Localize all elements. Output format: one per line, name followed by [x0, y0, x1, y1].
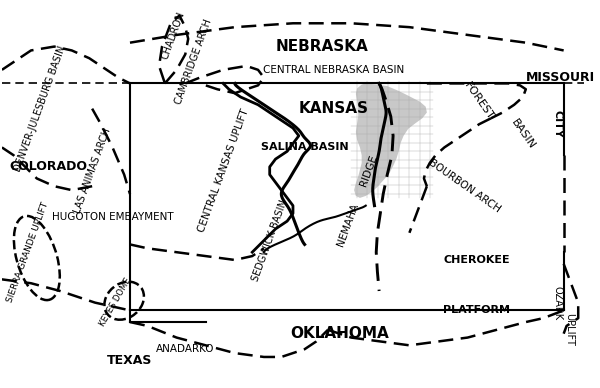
Text: KANSAS: KANSAS: [299, 101, 369, 116]
Text: OZARK: OZARK: [553, 286, 563, 320]
Text: HUGOTON EMBAYMENT: HUGOTON EMBAYMENT: [52, 212, 173, 222]
Text: NEBRASKA: NEBRASKA: [276, 39, 368, 54]
Text: UPLIFT: UPLIFT: [565, 314, 574, 346]
Text: CENTRAL NEBRASKA BASIN: CENTRAL NEBRASKA BASIN: [263, 65, 404, 75]
Text: DENVER-JULESBURG BASIN: DENVER-JULESBURG BASIN: [12, 44, 67, 173]
Text: PLATFORM: PLATFORM: [443, 305, 510, 315]
Text: CAMBRIDGE ARCH: CAMBRIDGE ARCH: [174, 18, 214, 106]
Text: CHEROKEE: CHEROKEE: [443, 255, 509, 265]
Text: LAS ANIMAS ARCH: LAS ANIMAS ARCH: [72, 127, 112, 215]
Text: CHADRON: CHADRON: [160, 10, 187, 60]
Text: CENTRAL KANSAS UPLIFT: CENTRAL KANSAS UPLIFT: [196, 107, 250, 234]
Text: ANADARKO: ANADARKO: [156, 344, 215, 354]
Text: RIDGE: RIDGE: [358, 154, 379, 188]
Text: BOURBON ARCH: BOURBON ARCH: [427, 158, 502, 215]
Text: NEMAHA: NEMAHA: [336, 202, 361, 248]
Text: MISSOURI: MISSOURI: [526, 71, 595, 84]
Text: SEDGWICK BASIN: SEDGWICK BASIN: [250, 199, 289, 282]
Text: SALINA BASIN: SALINA BASIN: [261, 142, 349, 152]
Text: CITY: CITY: [553, 110, 563, 138]
Text: BASIN: BASIN: [509, 117, 537, 151]
Text: COLORADO: COLORADO: [10, 160, 88, 173]
Text: KEYES DOME: KEYES DOME: [98, 277, 133, 329]
Text: TEXAS: TEXAS: [107, 354, 152, 367]
Text: SIERRA GRANDE UPLIFT: SIERRA GRANDE UPLIFT: [5, 201, 50, 303]
Text: OKLAHOMA: OKLAHOMA: [290, 326, 389, 341]
Text: FOREST: FOREST: [463, 80, 496, 122]
Polygon shape: [354, 83, 427, 198]
